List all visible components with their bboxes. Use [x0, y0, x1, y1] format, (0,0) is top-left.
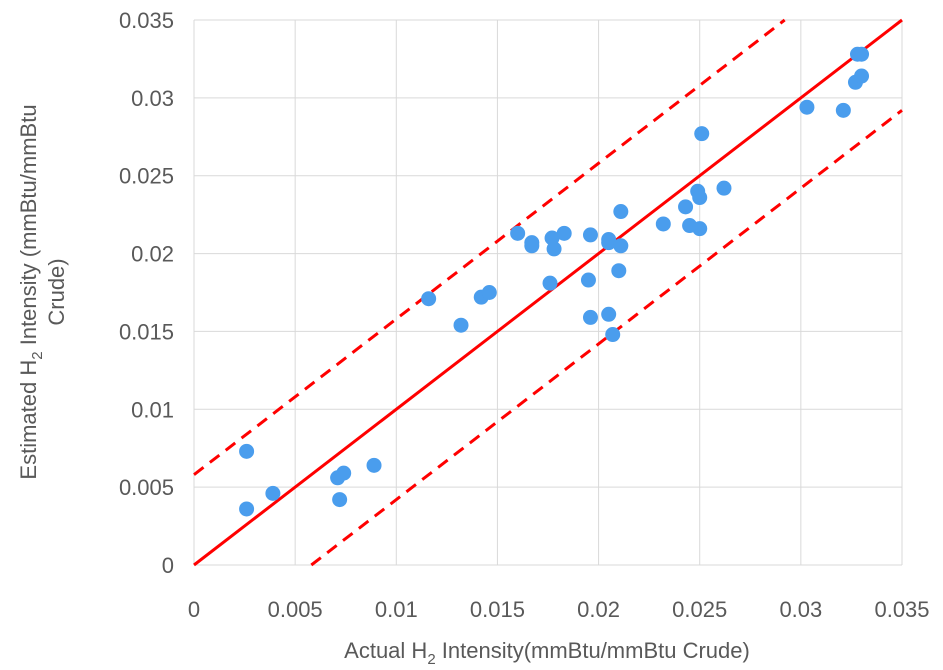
data-point	[239, 443, 255, 459]
data-point	[546, 241, 562, 257]
y-tick-label: 0	[162, 553, 174, 578]
data-point	[692, 221, 708, 237]
data-point	[580, 272, 596, 288]
data-point	[336, 465, 352, 481]
data-point	[613, 204, 629, 220]
data-points	[239, 46, 870, 517]
data-point	[239, 501, 255, 517]
data-point	[854, 68, 870, 84]
x-tick-label: 0.005	[268, 597, 323, 622]
data-point	[716, 180, 732, 196]
data-point	[655, 216, 671, 232]
y-tick-label: 0.035	[119, 8, 174, 33]
bound-line-1	[193, 18, 786, 476]
data-point	[582, 227, 598, 243]
data-point	[510, 225, 526, 241]
data-point	[524, 238, 540, 254]
data-point	[854, 46, 870, 62]
y-tick-label: 0.02	[131, 242, 174, 267]
data-point	[799, 99, 815, 115]
data-point	[835, 102, 851, 118]
data-point	[453, 317, 469, 333]
y-tick-label: 0.015	[119, 319, 174, 344]
x-tick-label: 0.01	[375, 597, 418, 622]
data-point	[601, 235, 617, 251]
bound-line-2	[310, 109, 903, 567]
data-point	[678, 199, 694, 215]
data-point	[265, 485, 281, 501]
y-tick-label: 0.005	[119, 475, 174, 500]
x-tick-label: 0.02	[577, 597, 620, 622]
data-point	[582, 309, 598, 325]
reference-lines	[193, 18, 903, 567]
data-point	[694, 126, 710, 142]
data-point	[332, 492, 348, 508]
y-axis-title-line1: Estimated H2 Intensity (mmBtu/mmBtu	[16, 104, 46, 479]
data-point	[601, 306, 617, 322]
data-point	[366, 457, 382, 473]
y-tick-label: 0.03	[131, 86, 174, 111]
data-point	[692, 190, 708, 206]
data-point	[611, 263, 627, 279]
data-point	[613, 238, 629, 254]
data-point	[542, 275, 558, 291]
data-point	[481, 285, 497, 300]
x-tick-label: 0.035	[874, 597, 929, 622]
y-tick-label: 0.025	[119, 164, 174, 189]
data-point	[421, 291, 437, 307]
y-tick-label: 0.01	[131, 397, 174, 422]
x-tick-label: 0.03	[779, 597, 822, 622]
y-axis-ticks: 0 0.005 0.01 0.015 0.02 0.025 0.03 0.035	[119, 8, 174, 578]
x-tick-label: 0.015	[470, 597, 525, 622]
x-tick-label: 0.025	[672, 597, 727, 622]
data-point	[556, 225, 572, 241]
x-tick-label: 0	[188, 597, 200, 622]
grid	[193, 19, 903, 566]
x-axis-ticks: 0 0.005 0.01 0.015 0.02 0.025 0.03 0.035	[188, 597, 930, 622]
x-axis-title: Actual H2 Intensity(mmBtu/mmBtu Crude)	[344, 638, 750, 668]
data-point	[605, 327, 621, 343]
y-axis-title: Estimated H2 Intensity (mmBtu/mmBtu Crud…	[16, 104, 69, 479]
fit-line	[193, 18, 903, 567]
y-axis-title-line2: Crude)	[44, 258, 69, 325]
